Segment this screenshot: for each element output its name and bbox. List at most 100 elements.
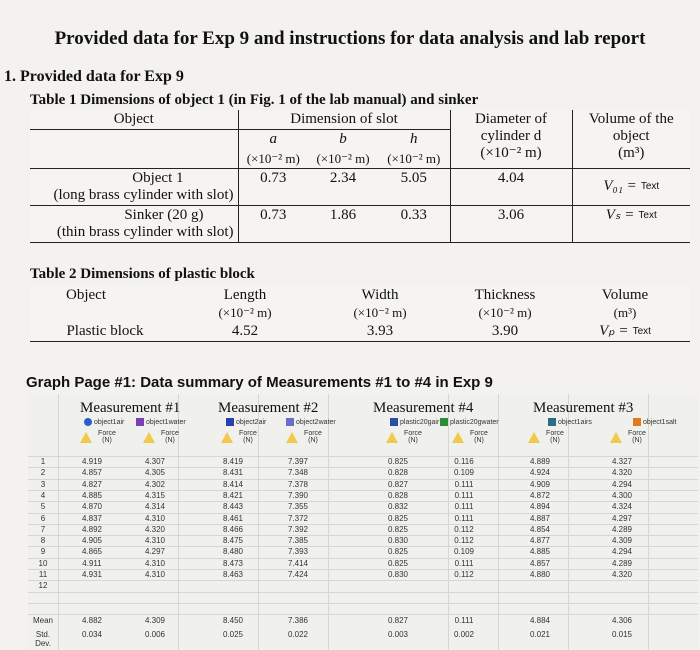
table-cell[interactable]: 0.830 [387,536,409,546]
table-cell[interactable]: 4.870 [81,502,103,512]
table-cell[interactable]: 0.109 [453,468,475,478]
table-cell[interactable]: 7.385 [287,536,309,546]
table-cell[interactable]: 4.309 [611,536,633,546]
mean-cell[interactable]: 4.882 [81,616,103,625]
table-cell[interactable]: 0.828 [387,468,409,478]
table-cell[interactable]: 0.112 [454,570,474,579]
table-cell[interactable]: 0.111 [454,479,474,489]
table-cell[interactable]: 8.463 [222,570,244,579]
table-cell[interactable]: 4.877 [529,536,551,546]
table-cell[interactable]: 8.475 [222,536,244,546]
table-cell[interactable]: 4.324 [611,502,633,512]
table-cell[interactable]: 0.828 [387,490,409,500]
table-cell[interactable]: 4.931 [81,570,103,579]
table-cell[interactable]: 4.924 [529,468,551,478]
std-cell[interactable]: 0.034 [81,630,103,639]
table-cell[interactable]: 4.289 [611,524,633,534]
table-cell[interactable]: 4.857 [81,468,103,478]
mean-cell[interactable]: 4.884 [529,616,551,625]
mean-cell[interactable]: 7.386 [287,616,309,625]
table-cell[interactable]: 4.885 [529,547,551,557]
table-cell[interactable]: 4.919 [81,457,103,466]
table-cell[interactable]: 8.443 [222,502,244,512]
table-cell[interactable]: 0.112 [454,524,474,534]
table-cell[interactable]: 0.825 [387,457,409,466]
table-cell[interactable]: 4.892 [81,524,103,534]
table-cell[interactable]: 7.378 [287,479,309,489]
table-cell[interactable]: 7.372 [287,513,309,523]
table-cell[interactable]: 0.111 [454,490,474,500]
table-cell[interactable]: 4.320 [611,468,633,478]
mean-cell[interactable]: 4.306 [611,616,633,625]
table-cell[interactable]: 4.909 [529,479,551,489]
table-cell[interactable]: 4.302 [144,479,166,489]
table-cell[interactable]: 4.307 [144,457,166,466]
text-field[interactable]: Text [640,181,660,192]
table-cell[interactable]: 7.355 [287,502,309,512]
table-cell[interactable]: 4.887 [529,513,551,523]
table-cell[interactable]: 4.310 [144,570,166,579]
table-cell[interactable]: 0.111 [454,502,474,512]
table-cell[interactable]: 7.414 [287,558,309,568]
std-cell[interactable]: 0.025 [222,630,244,639]
table-cell[interactable]: 4.905 [81,536,103,546]
table-cell[interactable]: 4.889 [529,457,551,466]
table-cell[interactable]: 4.885 [81,490,103,500]
table-cell[interactable]: 8.421 [222,490,244,500]
table-cell[interactable]: 7.397 [287,457,309,466]
table-cell[interactable]: 4.320 [611,570,633,579]
table-cell[interactable]: 4.297 [611,513,633,523]
table-cell[interactable]: 4.911 [82,558,102,568]
table-cell[interactable]: 8.466 [222,524,244,534]
table-cell[interactable]: 4.310 [144,513,166,523]
table-cell[interactable]: 4.854 [529,524,551,534]
table-cell[interactable]: 0.825 [387,524,409,534]
table-cell[interactable]: 7.393 [287,547,309,557]
mean-cell[interactable]: 4.309 [144,616,166,625]
std-cell[interactable]: 0.006 [144,630,166,639]
table-cell[interactable]: 4.294 [611,479,633,489]
table-cell[interactable]: 0.109 [453,547,475,557]
table-cell[interactable]: 4.305 [144,468,166,478]
table-cell[interactable]: 7.348 [287,468,309,478]
table-cell[interactable]: 0.825 [387,513,409,523]
table-cell[interactable]: 0.111 [454,558,474,568]
table-cell[interactable]: 4.327 [611,457,633,466]
std-cell[interactable]: 0.002 [453,630,475,639]
text-field[interactable]: Text [632,326,651,337]
table-cell[interactable]: 4.880 [529,570,551,579]
mean-cell[interactable]: 0.827 [387,616,409,625]
table-cell[interactable]: 0.112 [454,536,474,546]
table-cell[interactable]: 4.315 [144,490,166,500]
table-cell[interactable]: 4.310 [144,558,166,568]
table-cell[interactable]: 4.289 [611,558,633,568]
text-field[interactable]: Text [638,210,657,221]
table-cell[interactable]: 0.832 [387,502,409,512]
table-cell[interactable]: 8.419 [222,457,244,466]
table-cell[interactable]: 4.320 [144,524,166,534]
table-cell[interactable]: 8.431 [222,468,244,478]
table-cell[interactable]: 8.414 [222,479,244,489]
data-grid[interactable]: Measurement #1 Measurement #2 Measurement … [28,394,698,650]
std-cell[interactable]: 0.022 [287,630,309,639]
table-cell[interactable]: 4.872 [529,490,551,500]
table-cell[interactable]: 4.314 [144,502,166,512]
std-cell[interactable]: 0.003 [387,630,409,639]
table-cell[interactable]: 0.825 [387,547,409,557]
table-cell[interactable]: 4.294 [611,547,633,557]
table-cell[interactable]: 0.830 [387,570,409,579]
table-cell[interactable]: 8.473 [222,558,244,568]
table-cell[interactable]: 4.894 [529,502,551,512]
table-cell[interactable]: 4.300 [611,490,633,500]
table-cell[interactable]: 7.390 [287,490,309,500]
table-cell[interactable]: 4.837 [81,513,103,523]
table-cell[interactable]: 4.310 [144,536,166,546]
mean-cell[interactable]: 0.111 [454,616,474,625]
table-cell[interactable]: 7.392 [287,524,309,534]
table-cell[interactable]: 4.297 [144,547,166,557]
table-cell[interactable]: 4.865 [81,547,103,557]
table-cell[interactable]: 4.857 [529,558,551,568]
mean-cell[interactable]: 8.450 [222,616,244,625]
std-cell[interactable]: 0.021 [529,630,551,639]
std-cell[interactable]: 0.015 [611,630,633,639]
